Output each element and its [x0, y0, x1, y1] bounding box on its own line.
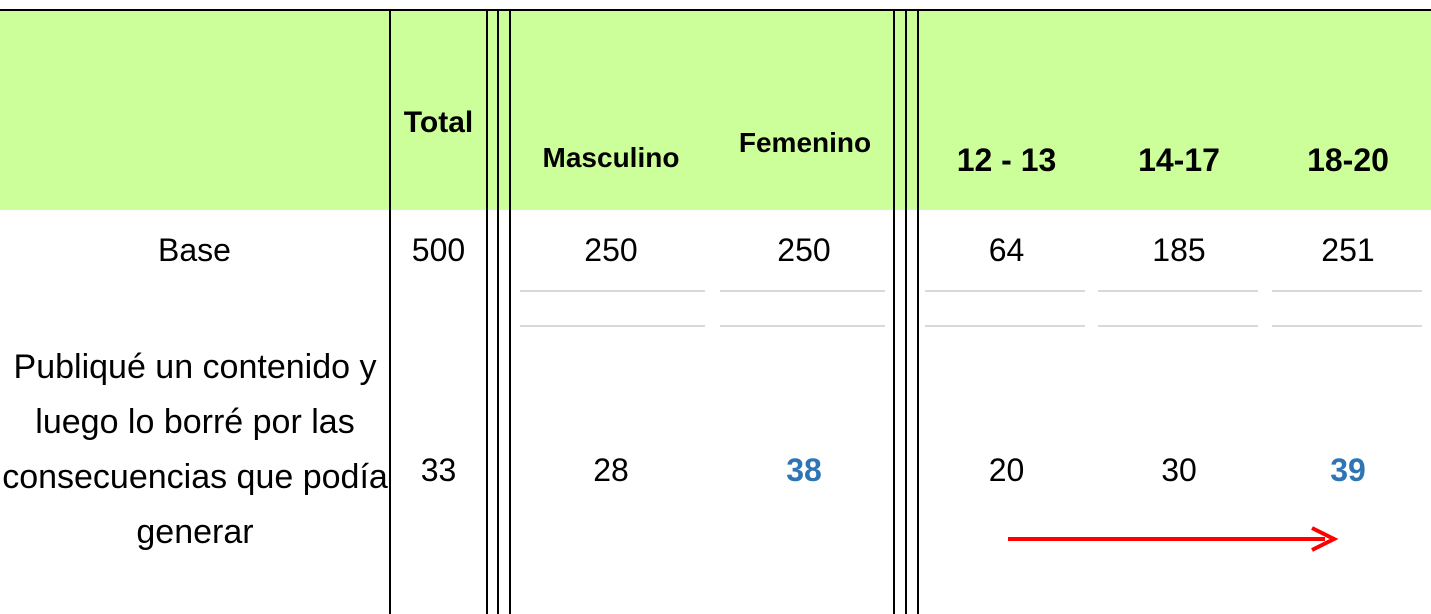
- column-header: 18-20: [1307, 142, 1389, 178]
- column-border: [389, 10, 391, 614]
- row-divider: [520, 290, 705, 292]
- column-header: Total: [403, 106, 474, 139]
- highlighted-cell: 38: [786, 452, 822, 488]
- column-border: [486, 10, 488, 614]
- cell: 250: [584, 232, 638, 268]
- highlighted-cell: 39: [1330, 452, 1366, 488]
- row-divider: [1272, 325, 1422, 327]
- column-border: [893, 10, 895, 614]
- row-label: Base: [158, 232, 231, 268]
- column-header: Femenino: [738, 127, 872, 158]
- column-border: [905, 10, 907, 614]
- row-divider: [1098, 325, 1258, 327]
- column-border: [917, 10, 919, 614]
- cell: 185: [1152, 232, 1206, 268]
- row-divider: [1098, 290, 1258, 292]
- arrow-head: [1311, 526, 1339, 552]
- trend-arrow: [1008, 526, 1339, 552]
- column-header: 14-17: [1138, 142, 1220, 178]
- cell: 20: [988, 452, 1025, 488]
- cell: 64: [988, 232, 1025, 268]
- cell: 500: [411, 232, 466, 268]
- cell: 30: [1161, 452, 1197, 488]
- row-label: Publiqué un contenido y luego lo borré p…: [2, 348, 388, 551]
- row-divider: [925, 290, 1085, 292]
- top-border: [0, 9, 1431, 11]
- cell: 28: [593, 452, 629, 488]
- column-header: 12 - 13: [956, 142, 1057, 178]
- row-divider: [720, 325, 885, 327]
- column-border: [509, 10, 511, 614]
- cell: 251: [1321, 232, 1375, 268]
- header-background: [0, 10, 1431, 210]
- cell: 33: [420, 452, 457, 488]
- column-header: Masculino: [542, 142, 680, 173]
- row-divider: [925, 325, 1085, 327]
- column-border: [497, 10, 499, 614]
- row-divider: [520, 325, 705, 327]
- row-divider: [1272, 290, 1422, 292]
- row-divider: [720, 290, 885, 292]
- cell: 250: [777, 232, 831, 268]
